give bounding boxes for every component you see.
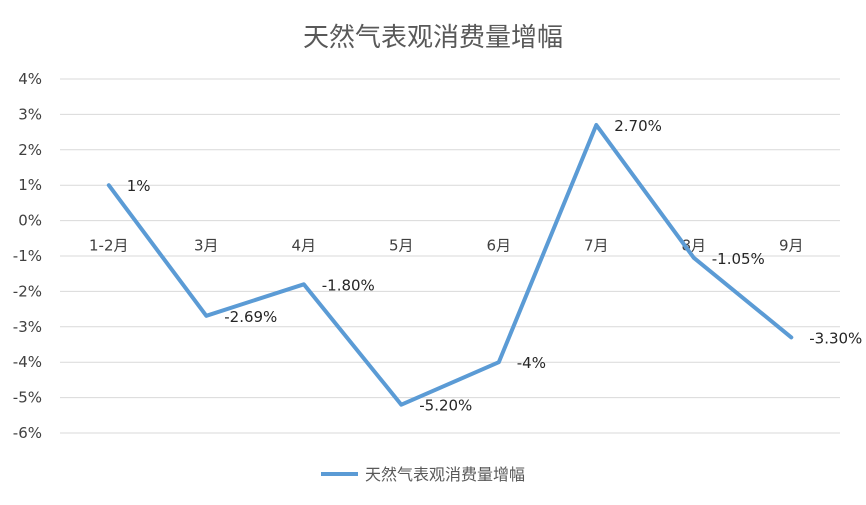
data-label: -1.05% [712,250,765,268]
y-axis-ticks: 4% 3% 2% 1% 0% -1% -2% -3% -4% -5% -6% [13,70,42,442]
y-tick-label: -2% [13,282,42,300]
x-axis-ticks: 1-2月 3月 4月 5月 6月 7月 8月 9月 [89,237,804,255]
data-label: -3.30% [809,329,862,347]
data-labels: 1% -2.69% -1.80% -5.20% -4% 2.70% -1.05% -3.30% [127,117,863,415]
series-line[interactable] [106,123,794,407]
x-tick-label: 1-2月 [89,237,129,255]
legend-label: 天然气表观消费量增幅 [365,465,525,484]
x-tick-label: 4月 [291,237,316,255]
data-label: -4% [517,354,546,372]
x-tick-label: 6月 [486,237,511,255]
y-tick-label: 1% [18,176,42,194]
chart-title: 天然气表观消费量增幅 [303,23,563,53]
y-tick-label: 3% [18,105,42,123]
y-tick-label: 0% [18,212,42,230]
data-label: 1% [127,177,151,195]
y-tick-label: -4% [13,353,42,371]
y-tick-label: 2% [18,141,42,159]
x-tick-label: 9月 [779,237,804,255]
data-label: -5.20% [419,397,472,415]
legend[interactable]: 天然气表观消费量增幅 [321,465,525,484]
series-lines [106,123,794,407]
y-tick-label: -6% [13,424,42,442]
data-label: -1.80% [322,276,375,294]
x-tick-label: 5月 [389,237,414,255]
y-tick-label: -1% [13,247,42,265]
y-tick-label: -3% [13,318,42,336]
data-label: -2.69% [224,308,277,326]
x-tick-label: 7月 [584,237,609,255]
x-tick-label: 3月 [194,237,219,255]
y-tick-label: -5% [13,389,42,407]
data-label: 2.70% [614,117,662,135]
y-tick-label: 4% [18,70,42,88]
